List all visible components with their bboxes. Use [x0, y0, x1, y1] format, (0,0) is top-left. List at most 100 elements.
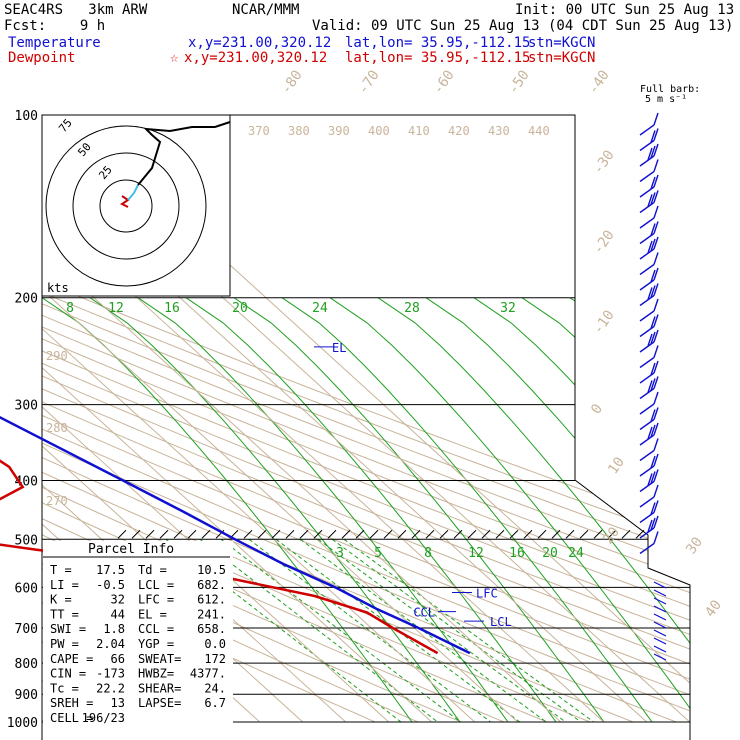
wind-barb-flag — [650, 238, 656, 252]
mixing-ratio-label: 24 — [312, 301, 328, 316]
parcel-field-label: SWEAT= — [138, 652, 181, 666]
isotherm-tick-label: 40 — [702, 597, 725, 620]
mixing-ratio-label: 8 — [66, 301, 74, 316]
theta-tick-label: 430 — [488, 124, 510, 138]
barb-legend-line1: Full barb: — [640, 84, 701, 95]
wind-barb-flag — [650, 145, 656, 159]
parcel-field-label: CAPE = — [50, 652, 93, 666]
wind-barb-flag — [650, 409, 656, 422]
parcel-field-value: 22.2 — [96, 681, 125, 695]
parcel-field-label: EL = — [138, 607, 167, 621]
wind-barb-staff — [639, 263, 655, 276]
isotherm-line — [42, 115, 476, 723]
wind-barb-flag — [653, 407, 659, 420]
wind-barb-staff — [639, 124, 655, 136]
hodograph-low-trace — [120, 195, 130, 208]
parcel-field-value: 4377. — [190, 667, 226, 681]
level-marker-label: LFC — [476, 587, 498, 601]
terrain-hatch — [313, 529, 323, 539]
parcel-field-value: -173 — [96, 667, 125, 681]
wind-barb-flag — [653, 360, 659, 374]
dry-adiabat-line — [42, 115, 634, 723]
parcel-field-label: SREH = — [50, 696, 93, 710]
terrain-hatch — [509, 529, 519, 539]
parcel-field-label: YGP = — [138, 637, 174, 651]
parcel-field-label: TT = — [50, 607, 79, 621]
dry-adiabat-line — [42, 115, 690, 723]
parcel-field-value: 682. — [197, 578, 226, 592]
wind-barb-staff — [639, 403, 655, 415]
wind-barb-flag — [650, 378, 656, 391]
dry-adiabat-line — [42, 115, 690, 723]
terrain-hatch — [187, 529, 197, 539]
wind-barb-staff — [639, 496, 655, 508]
parcel-field-value: 612. — [197, 593, 226, 607]
terrain-hatch — [299, 529, 309, 539]
mixing-ratio-line — [248, 538, 491, 723]
dry-adiabat-line — [42, 115, 690, 723]
moist-adiabat-line — [233, 297, 605, 723]
theta-tick-label: 390 — [328, 124, 350, 138]
hodograph-upper-trace — [137, 121, 231, 186]
wind-barb-flag — [653, 314, 659, 327]
isotherm-line — [42, 115, 347, 723]
init-time: Init: 00 UTC Sun 25 Aug 13 — [515, 2, 735, 18]
wind-barb-flag — [653, 484, 659, 498]
valid-time: Valid: 09 UTC Sun 25 Aug 13 (04 CDT Sun … — [312, 18, 734, 34]
dry-adiabat-line — [42, 115, 690, 723]
terrain-hatch — [243, 529, 253, 539]
theta-tick-label: 270 — [46, 494, 68, 508]
wind-barb-staff — [639, 356, 655, 369]
forecast-hour: Fcst: 9 h — [4, 18, 106, 34]
isotherm-tick-label: 0 — [588, 401, 606, 417]
mixing-ratio-line — [300, 538, 547, 723]
isotherm-tick-label: -30 — [590, 147, 618, 177]
terrain-hatch — [159, 529, 169, 539]
wind-barb-flag — [647, 194, 653, 207]
parcel-field-label: HWBZ= — [138, 667, 174, 681]
dewpoint-station: stn=KGCN — [528, 50, 596, 66]
wind-barb-staff — [653, 605, 667, 613]
theta-tick-label: 420 — [448, 124, 470, 138]
wind-barb-staff — [653, 629, 667, 637]
wind-barb-flag — [650, 502, 656, 515]
dewpoint-latlon: lat,lon= 35.95,-112.15 — [345, 50, 531, 66]
mixing-ratio-label: 24 — [568, 546, 584, 561]
wind-barb-flag — [653, 112, 659, 126]
parcel-field-value: 2.04 — [96, 637, 125, 651]
parcel-field-value: 24. — [204, 681, 226, 695]
terrain-hatch — [173, 529, 183, 539]
parcel-field-label: K = — [50, 593, 72, 607]
wind-barb-flag — [650, 331, 656, 345]
parcel-info-box — [43, 541, 233, 737]
theta-tick-label: 440 — [528, 124, 550, 138]
mixing-ratio-label: 12 — [108, 301, 124, 316]
wind-barb-staff — [653, 581, 667, 589]
wind-barb-flag — [653, 345, 659, 358]
wind-barb-flag — [650, 130, 656, 143]
isotherm-tick-label: -50 — [505, 67, 533, 97]
terrain-hatch — [467, 529, 477, 539]
parcel-field-value: 17.5 — [96, 563, 125, 577]
terrain-hatch — [425, 529, 435, 539]
mixing-ratio-label: 12 — [468, 546, 484, 561]
pressure-tick-label: 200 — [15, 292, 38, 307]
dewpoint-xy: x,y=231.00,320.12 — [184, 50, 328, 66]
terrain-hatch — [271, 529, 281, 539]
wind-barb-staff — [639, 449, 655, 462]
isotherm-line — [42, 115, 390, 723]
hodograph-units-label: kts — [47, 281, 69, 295]
terrain-hatch — [327, 529, 337, 539]
theta-tick-label: 410 — [408, 124, 430, 138]
theta-tick-label: 370 — [248, 124, 270, 138]
terrain-hatch — [635, 529, 645, 539]
wind-barb-flag — [647, 287, 653, 300]
terrain-hatch — [495, 529, 505, 539]
wind-barb-flag — [653, 252, 659, 265]
wind-barb-flag — [650, 223, 656, 236]
parcel-field-label: T = — [50, 563, 72, 577]
hodograph-ring — [45, 125, 207, 287]
theta-tick-label: 400 — [368, 124, 390, 138]
parcel-field-label: Td = — [138, 563, 167, 577]
isotherm-tick-label: 10 — [605, 454, 628, 477]
